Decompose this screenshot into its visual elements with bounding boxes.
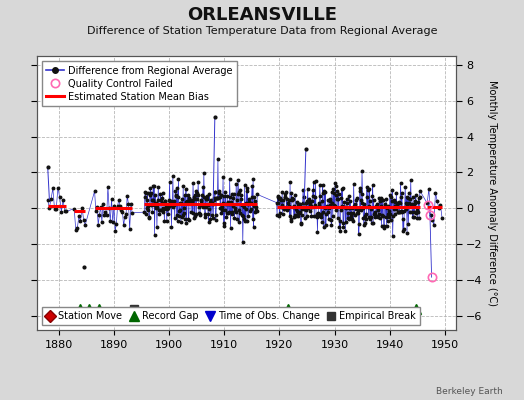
Text: Difference of Station Temperature Data from Regional Average: Difference of Station Temperature Data f…: [87, 26, 437, 36]
Legend: Station Move, Record Gap, Time of Obs. Change, Empirical Break: Station Move, Record Gap, Time of Obs. C…: [41, 307, 420, 325]
Text: Berkeley Earth: Berkeley Earth: [436, 387, 503, 396]
Y-axis label: Monthly Temperature Anomaly Difference (°C): Monthly Temperature Anomaly Difference (…: [487, 80, 497, 306]
Text: ORLEANSVILLE: ORLEANSVILLE: [187, 6, 337, 24]
